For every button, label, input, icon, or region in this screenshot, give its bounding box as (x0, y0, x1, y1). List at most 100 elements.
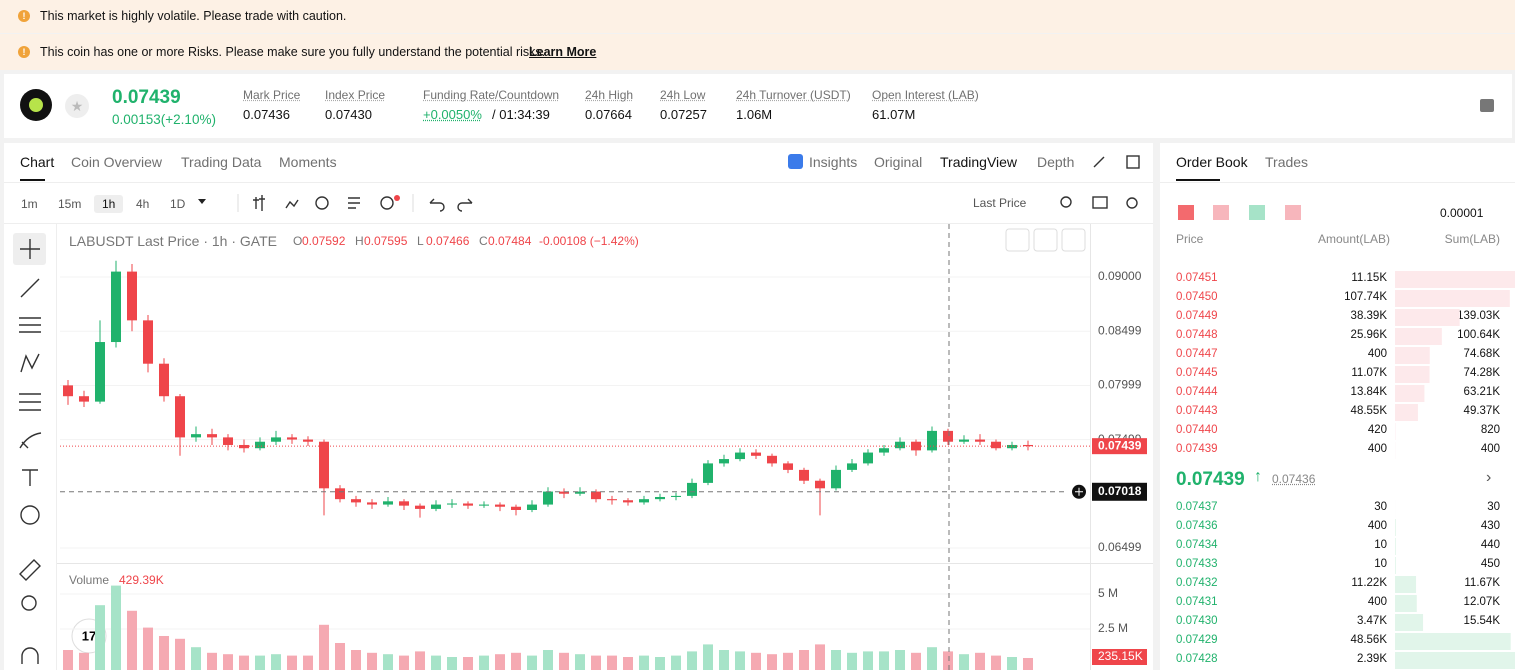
collapse-button[interactable] (1033, 228, 1058, 252)
tool-brush[interactable] (19, 432, 42, 449)
favorite-star[interactable]: ★ (65, 94, 89, 118)
candle-body (495, 504, 505, 507)
candle-type[interactable] (253, 195, 265, 211)
reset-button[interactable] (1061, 228, 1086, 252)
indicators[interactable] (285, 199, 299, 209)
tool-ruler[interactable] (19, 559, 41, 581)
book-price[interactable]: 0.07430 (1176, 615, 1218, 627)
book-view-bids[interactable] (1249, 205, 1265, 220)
candle-body (351, 499, 361, 503)
book-price[interactable]: 0.07429 (1176, 634, 1218, 646)
candle-body (79, 396, 89, 402)
book-amount: 2.39K (1356, 653, 1387, 665)
undo[interactable] (429, 198, 445, 212)
expand-arrow[interactable]: › (1486, 469, 1492, 486)
book-price[interactable]: 0.07436 (1176, 520, 1218, 532)
fullscreen[interactable] (1093, 156, 1105, 168)
dropdown-arrow[interactable] (198, 199, 206, 208)
candle-body (527, 504, 537, 510)
tool-fib[interactable] (19, 393, 41, 411)
volume-bar (623, 656, 633, 670)
y-tick-label: 0.08499 (1098, 323, 1142, 337)
volume-bar (351, 649, 361, 670)
precision[interactable]: 0.00001 (1440, 206, 1484, 220)
interval[interactable]: 15m (58, 197, 82, 211)
book-price[interactable]: 0.07451 (1176, 272, 1218, 284)
book-amount: 25.96K (1350, 329, 1387, 341)
chart-tab[interactable]: Chart (20, 154, 55, 170)
book-sum: 440 (1480, 539, 1500, 551)
last-price-tag: 0.07439 (1098, 438, 1142, 452)
scroll-button[interactable] (1005, 228, 1030, 252)
book-price[interactable]: 0.07450 (1176, 291, 1218, 303)
tool-pattern[interactable] (20, 353, 40, 373)
interval[interactable]: 1h (94, 195, 124, 213)
candle-body (431, 504, 441, 509)
depth-bar (1395, 538, 1396, 555)
interval[interactable]: 1m (21, 197, 38, 211)
chart-tab[interactable]: Trading Data (181, 154, 262, 170)
tool-crosshair[interactable] (20, 239, 40, 259)
candle-body (415, 505, 425, 509)
volume-bar (255, 655, 265, 670)
book-amount: 400 (1367, 443, 1387, 455)
price-source[interactable]: Last Price (973, 196, 1027, 210)
redo[interactable] (457, 198, 473, 212)
tool-emoji[interactable] (20, 505, 40, 525)
maximize[interactable] (1126, 155, 1140, 169)
learn-more-link[interactable]: Learn More (529, 45, 597, 59)
view-tab[interactable]: Insights (809, 154, 858, 170)
tool-zoom[interactable] (21, 595, 37, 611)
view-tab[interactable]: Depth (1037, 154, 1075, 170)
depth-bar (1395, 595, 1417, 612)
tv-logo-text: 17 (82, 628, 96, 643)
settings[interactable] (1126, 197, 1138, 209)
book-view-asks[interactable] (1285, 205, 1301, 220)
order-book-panel (1160, 143, 1515, 670)
screenshot[interactable] (1092, 196, 1108, 209)
depth-bar (1395, 366, 1430, 383)
book-price[interactable]: 0.07447 (1176, 348, 1218, 360)
book-price[interactable]: 0.07432 (1176, 577, 1218, 589)
add-alert[interactable] (380, 196, 394, 210)
book-price[interactable]: 0.07440 (1176, 424, 1218, 436)
interval[interactable]: 1D (170, 197, 186, 211)
book-price[interactable]: 0.07428 (1176, 653, 1218, 665)
book-price[interactable]: 0.07443 (1176, 405, 1218, 417)
chart-tab[interactable]: Moments (279, 154, 337, 170)
interval[interactable]: 4h (136, 197, 150, 211)
book-view-mixed[interactable] (1213, 205, 1229, 220)
depth-bar (1395, 404, 1418, 421)
templates[interactable] (348, 197, 360, 209)
book-price[interactable]: 0.07437 (1176, 501, 1218, 513)
book-price[interactable]: 0.07433 (1176, 558, 1218, 570)
tool-magnet[interactable] (21, 647, 39, 664)
chart-tab[interactable]: Coin Overview (71, 154, 163, 170)
tool-line[interactable] (20, 278, 40, 298)
candle-body (575, 491, 585, 494)
tool-channels[interactable] (19, 317, 41, 333)
refresh[interactable] (315, 196, 329, 210)
view-tab[interactable]: TradingView (940, 154, 1018, 170)
book-tab[interactable]: Order Book (1176, 154, 1248, 170)
book-price[interactable]: 0.07449 (1176, 310, 1218, 322)
book-price[interactable]: 0.07445 (1176, 367, 1218, 379)
depth-bar (1395, 576, 1417, 593)
volume-bar (959, 654, 969, 670)
volume-bar (831, 649, 841, 670)
crosshair-plus-icon (1075, 487, 1083, 496)
book-price[interactable]: 0.07444 (1176, 386, 1218, 398)
legend-key: O (293, 234, 303, 248)
candle-body (95, 342, 105, 402)
view-tab[interactable]: Original (874, 154, 923, 170)
book-price[interactable]: 0.07439 (1176, 443, 1218, 455)
book-view-both[interactable] (1178, 205, 1194, 220)
book-price[interactable]: 0.07448 (1176, 329, 1218, 341)
book-price[interactable]: 0.07434 (1176, 539, 1218, 551)
notes-icon[interactable] (1480, 99, 1494, 112)
candle-body (207, 434, 217, 438)
tool-text[interactable] (22, 469, 38, 486)
search[interactable] (1060, 196, 1072, 208)
book-price[interactable]: 0.07431 (1176, 596, 1218, 608)
book-tab[interactable]: Trades (1265, 154, 1309, 170)
